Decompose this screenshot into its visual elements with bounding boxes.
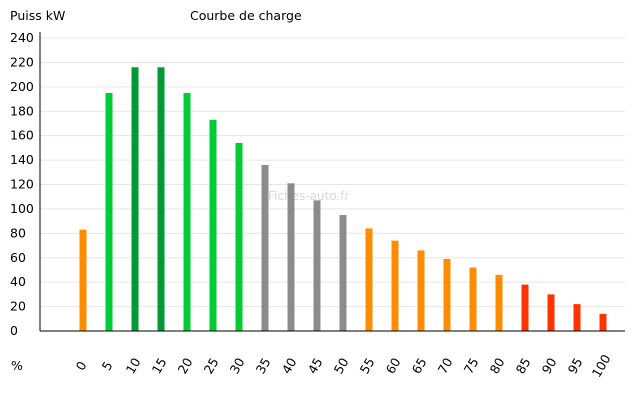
y-tick-label: 120 bbox=[10, 177, 34, 192]
x-tick-label: 100 bbox=[589, 352, 614, 380]
y-tick-label: 160 bbox=[10, 128, 34, 143]
bar bbox=[131, 67, 139, 332]
x-tick-label: 30 bbox=[227, 355, 248, 376]
x-tick-label: 80 bbox=[487, 355, 508, 376]
y-tick-label: 180 bbox=[10, 103, 34, 118]
x-tick-label: 45 bbox=[305, 355, 326, 376]
bar bbox=[417, 250, 425, 331]
x-tick-label: 20 bbox=[175, 355, 196, 376]
x-tick-label: 90 bbox=[539, 355, 560, 376]
x-tick-label: 15 bbox=[149, 355, 170, 376]
x-tick-label: 10 bbox=[123, 355, 144, 376]
x-tick-label: 50 bbox=[331, 355, 352, 376]
bar bbox=[365, 228, 373, 331]
x-tick-label: 55 bbox=[357, 355, 378, 376]
y-tick-label: 60 bbox=[10, 250, 26, 265]
bar bbox=[599, 313, 607, 331]
bar bbox=[469, 267, 477, 331]
watermark: Fiches-auto.fr bbox=[268, 189, 349, 203]
y-tick-label: 240 bbox=[10, 30, 34, 45]
y-tick-label: 0 bbox=[10, 323, 18, 338]
y-tick-label: 140 bbox=[10, 152, 34, 167]
x-tick-label: 70 bbox=[435, 355, 456, 376]
x-tick-label: 65 bbox=[409, 355, 430, 376]
bar bbox=[261, 164, 269, 331]
x-tick-label: 75 bbox=[461, 355, 482, 376]
bar bbox=[391, 240, 399, 331]
y-tick-label: 40 bbox=[10, 274, 26, 289]
chart-title: Courbe de charge bbox=[190, 8, 302, 23]
y-tick-label: 200 bbox=[10, 79, 34, 94]
bar bbox=[157, 67, 165, 332]
x-tick-label: 85 bbox=[513, 355, 534, 376]
x-tick-label: 25 bbox=[201, 355, 222, 376]
y-tick-labels: 0 20 40 60 80 100 120 140 160 180 200 220 240 bbox=[10, 30, 34, 338]
bar bbox=[313, 200, 321, 331]
bar bbox=[235, 142, 243, 331]
y-tick-label: 20 bbox=[10, 299, 26, 314]
x-tick-label: 0 bbox=[73, 359, 90, 373]
x-tick-label: 5 bbox=[99, 359, 116, 373]
bar bbox=[521, 284, 529, 331]
y-tick-label: 100 bbox=[10, 201, 34, 216]
bars bbox=[79, 67, 607, 332]
bar bbox=[183, 92, 191, 331]
bar bbox=[443, 258, 451, 331]
bar bbox=[573, 304, 581, 331]
y-axis-label: Puiss kW bbox=[10, 8, 65, 23]
x-tick-label: 95 bbox=[565, 355, 586, 376]
bar bbox=[209, 119, 217, 331]
x-axis-label: % bbox=[11, 358, 23, 373]
bar bbox=[495, 274, 503, 331]
bar bbox=[287, 183, 295, 331]
grid-lines bbox=[40, 37, 625, 308]
axes bbox=[39, 32, 625, 332]
bar bbox=[79, 229, 87, 331]
x-tick-label: 60 bbox=[383, 355, 404, 376]
y-tick-label: 220 bbox=[10, 54, 34, 69]
x-tick-label: 40 bbox=[279, 355, 300, 376]
y-tick-label: 80 bbox=[10, 225, 26, 240]
bar bbox=[105, 92, 113, 331]
x-tick-label: 35 bbox=[253, 355, 274, 376]
bar bbox=[339, 215, 347, 331]
x-tick-labels: 0 5 10 15 20 25 30 35 40 45 50 55 60 65 70 75 80 85 90 95 10… bbox=[73, 352, 614, 380]
bar bbox=[547, 294, 555, 331]
